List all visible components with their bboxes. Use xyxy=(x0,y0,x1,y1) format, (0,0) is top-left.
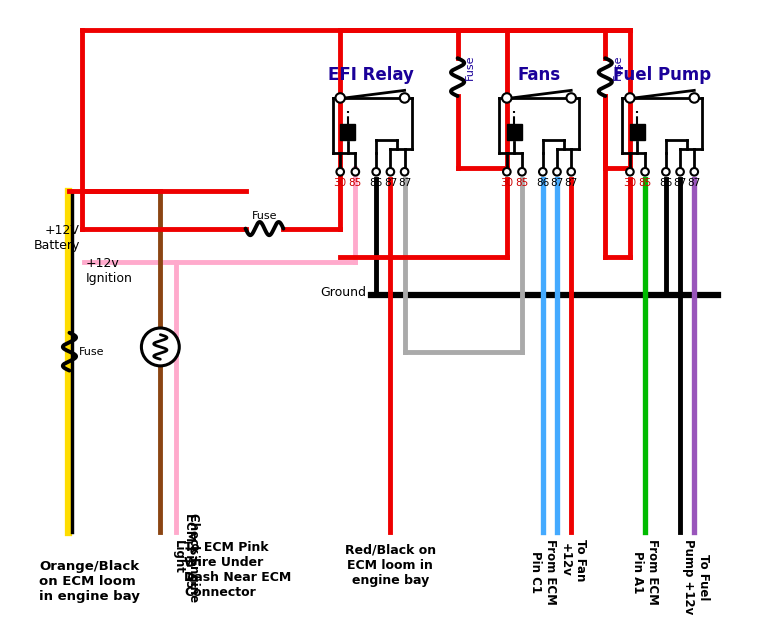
Text: Fuse: Fuse xyxy=(613,55,623,80)
Circle shape xyxy=(625,93,635,103)
Circle shape xyxy=(336,168,344,175)
Circle shape xyxy=(676,168,684,175)
Circle shape xyxy=(518,168,526,175)
Circle shape xyxy=(503,168,511,175)
Circle shape xyxy=(401,168,408,175)
Text: 86: 86 xyxy=(536,178,550,188)
Text: Fans: Fans xyxy=(518,66,561,84)
Circle shape xyxy=(689,93,699,103)
Circle shape xyxy=(400,93,409,103)
Circle shape xyxy=(568,168,575,175)
Text: From ECM
Pin A1: From ECM Pin A1 xyxy=(631,539,659,605)
Text: 87: 87 xyxy=(673,178,687,188)
Circle shape xyxy=(335,93,345,103)
Text: 87: 87 xyxy=(384,178,397,188)
Text: 85: 85 xyxy=(348,178,362,188)
Circle shape xyxy=(373,168,380,175)
Text: 87: 87 xyxy=(565,178,578,188)
Text: To Fuel
Pump +12v: To Fuel Pump +12v xyxy=(682,539,710,614)
Circle shape xyxy=(141,328,179,366)
Text: Red/Black on
ECM loom in
engine bay: Red/Black on ECM loom in engine bay xyxy=(345,544,436,587)
Circle shape xyxy=(691,168,698,175)
Text: ECM Pin A5: ECM Pin A5 xyxy=(183,513,196,588)
Text: +12V
Battery: +12V Battery xyxy=(33,224,80,252)
Text: 87: 87 xyxy=(550,178,564,188)
Bar xyxy=(507,125,522,140)
Text: Fuel Pump: Fuel Pump xyxy=(613,66,711,84)
Circle shape xyxy=(553,168,561,175)
Text: Check Engine
Light: Check Engine Light xyxy=(172,513,200,602)
Text: Fuse: Fuse xyxy=(252,211,277,221)
Text: +12v
Ignition: +12v Ignition xyxy=(86,257,132,285)
Bar xyxy=(340,125,355,140)
Text: Orange/Black
on ECM loom
in engine bay: Orange/Black on ECM loom in engine bay xyxy=(39,560,140,603)
Circle shape xyxy=(641,168,649,175)
Text: 30: 30 xyxy=(334,178,347,188)
Text: To ECM Pink
Wire Under
Dash Near ECM
Connector: To ECM Pink Wire Under Dash Near ECM Con… xyxy=(184,541,291,599)
Text: EFI Relay: EFI Relay xyxy=(328,66,414,84)
Text: 85: 85 xyxy=(515,178,528,188)
Circle shape xyxy=(566,93,576,103)
Text: 85: 85 xyxy=(638,178,652,188)
Text: 86: 86 xyxy=(370,178,383,188)
Text: To Fan
+12v: To Fan +12v xyxy=(559,539,587,582)
Text: 30: 30 xyxy=(500,178,513,188)
Text: Ground: Ground xyxy=(321,285,367,299)
Bar xyxy=(630,125,645,140)
Circle shape xyxy=(539,168,546,175)
Circle shape xyxy=(626,168,634,175)
Text: Fuse: Fuse xyxy=(465,55,475,80)
Text: 87: 87 xyxy=(688,178,701,188)
Circle shape xyxy=(502,93,512,103)
Text: 86: 86 xyxy=(660,178,672,188)
Text: 87: 87 xyxy=(398,178,411,188)
Circle shape xyxy=(386,168,394,175)
Text: 30: 30 xyxy=(623,178,637,188)
Circle shape xyxy=(351,168,359,175)
Text: From ECM
Pin C1: From ECM Pin C1 xyxy=(529,539,557,605)
Text: Fuse: Fuse xyxy=(79,347,105,357)
Circle shape xyxy=(662,168,669,175)
